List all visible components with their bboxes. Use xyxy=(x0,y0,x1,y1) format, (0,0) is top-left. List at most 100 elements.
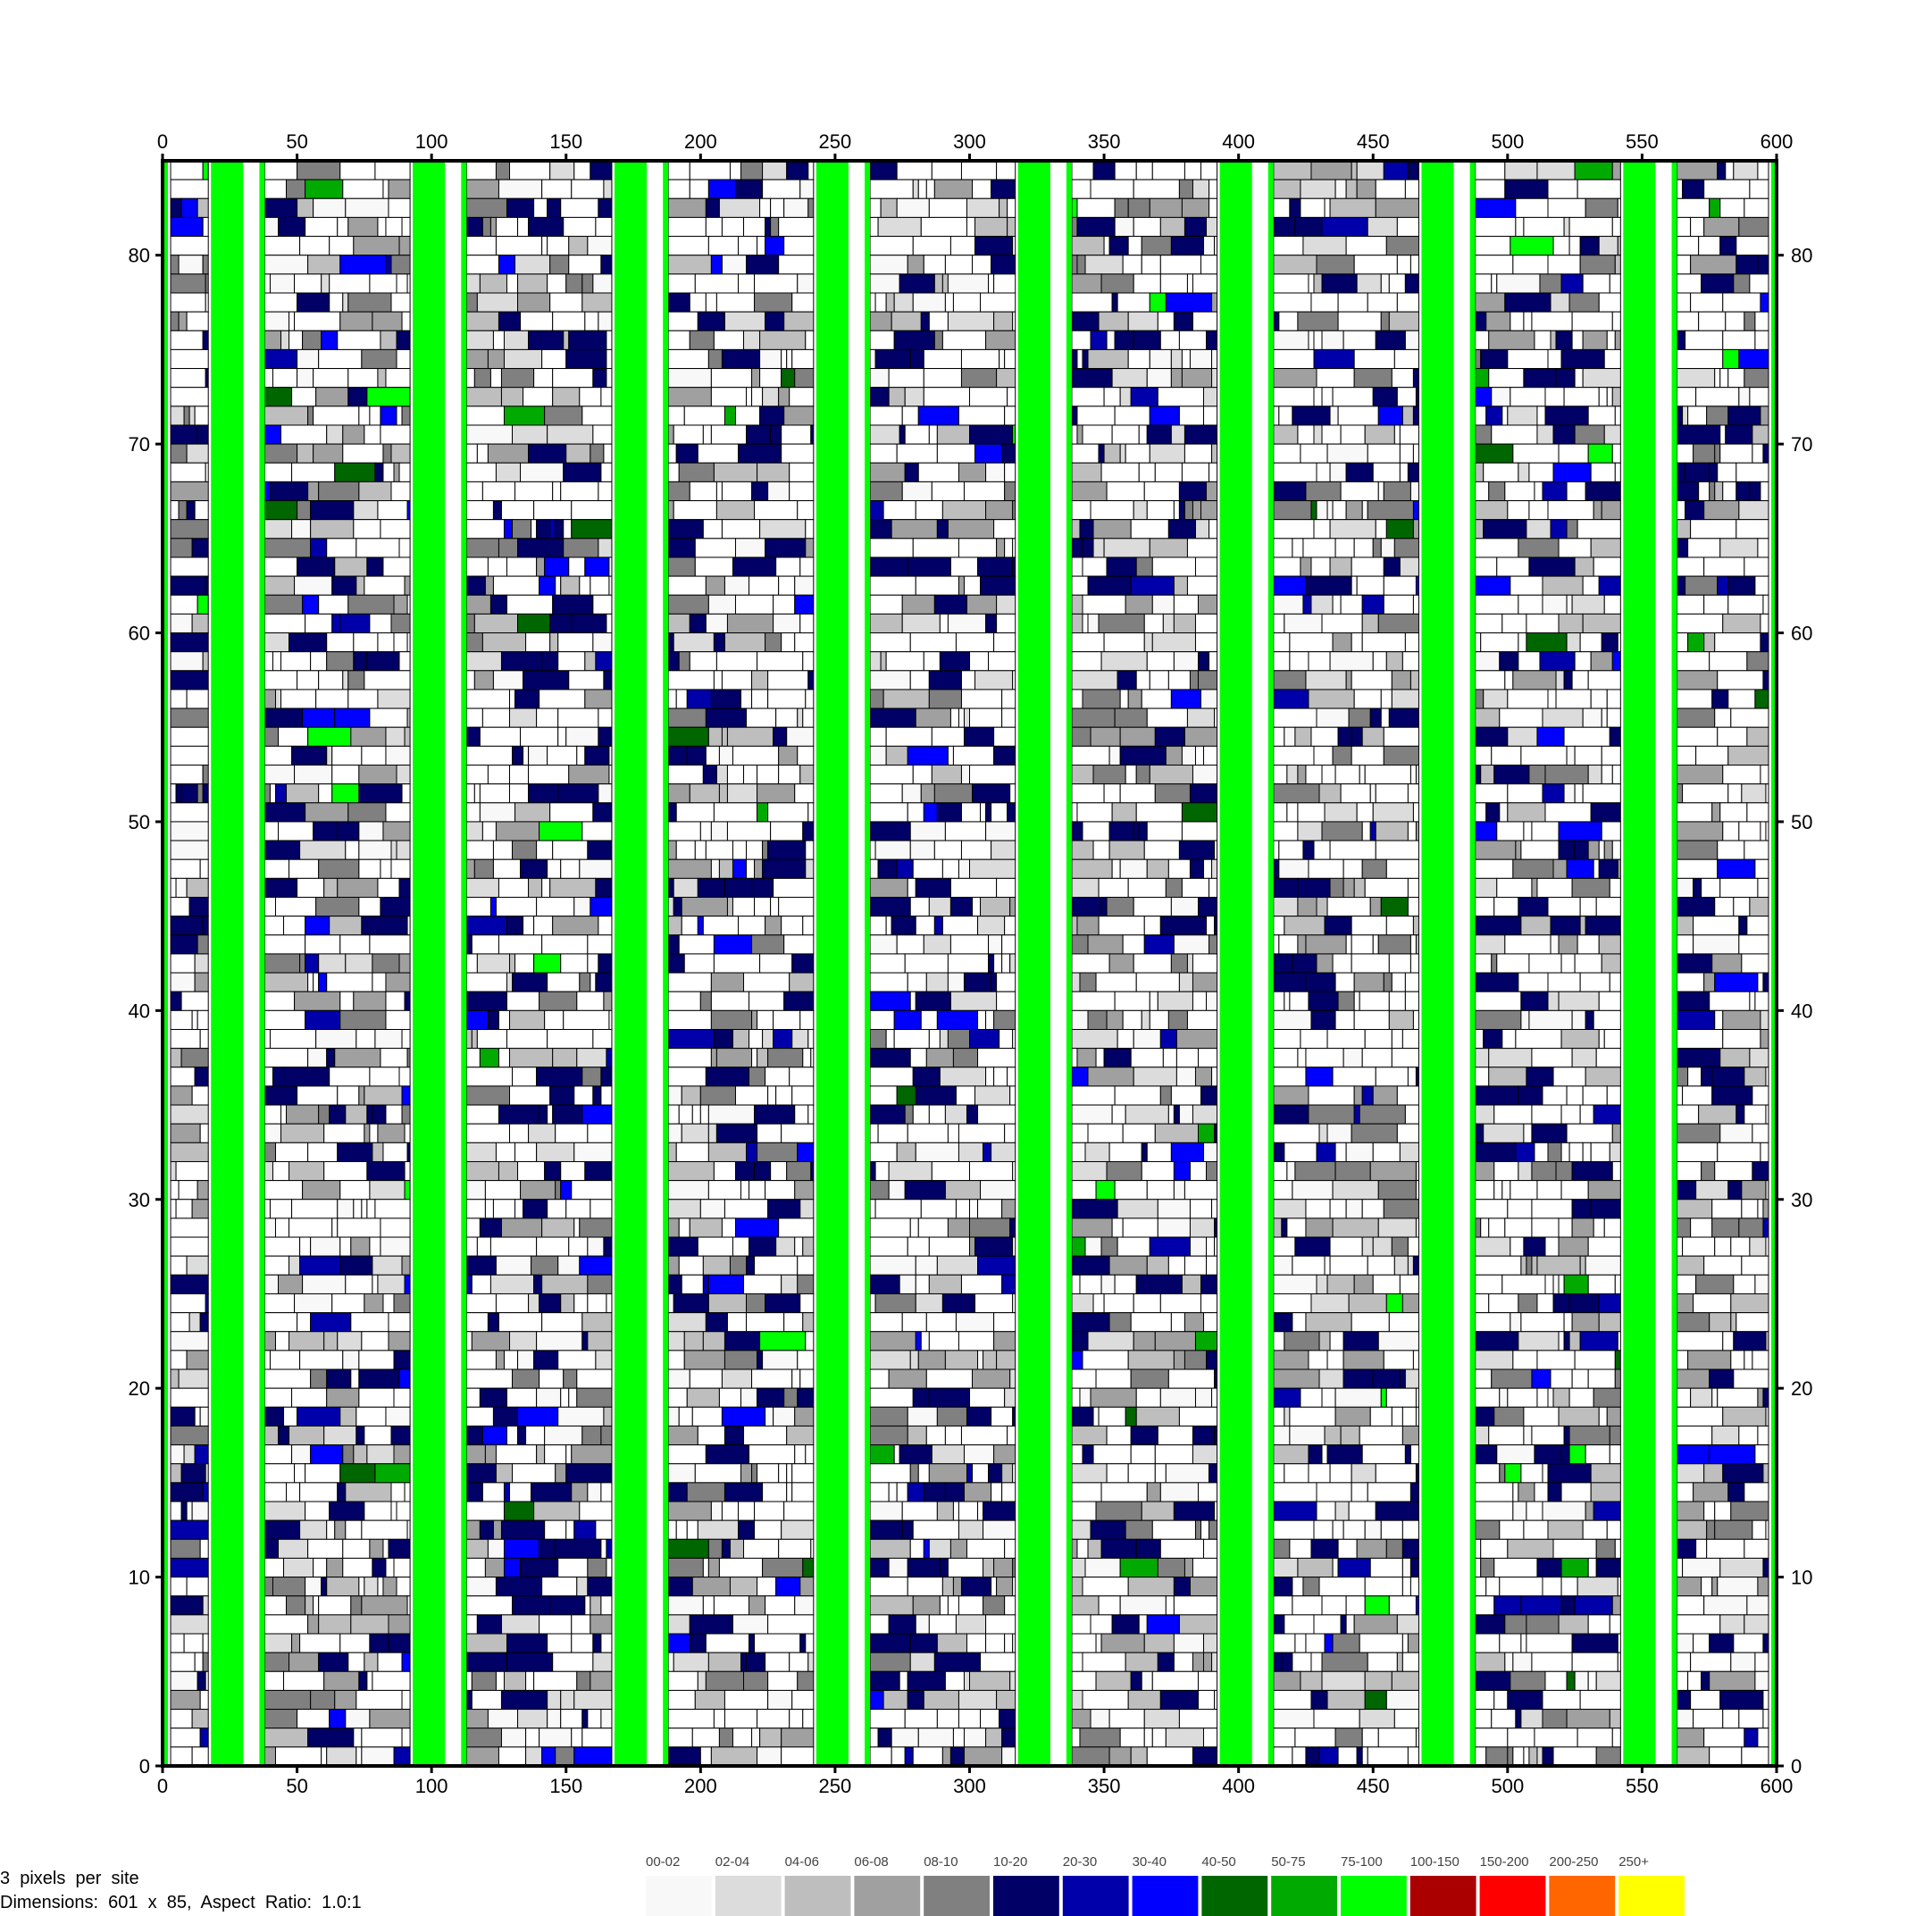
heatmap-cell xyxy=(560,575,581,596)
heatmap-cell xyxy=(1542,575,1584,596)
heatmap-cell xyxy=(1197,594,1218,615)
heatmap-cell xyxy=(749,1595,766,1616)
heatmap-cell xyxy=(909,1633,938,1653)
heatmap-cell xyxy=(939,1595,949,1616)
heatmap-cell xyxy=(465,651,502,672)
heatmap-cell xyxy=(1677,897,1716,917)
heatmap-cell xyxy=(283,916,306,936)
heatmap-cell xyxy=(1677,1728,1705,1748)
heatmap-cell xyxy=(723,1199,769,1219)
heatmap-cell xyxy=(1711,1425,1740,1446)
heatmap-cell xyxy=(1178,330,1208,350)
heatmap-cell xyxy=(1192,1557,1218,1578)
heatmap-cell xyxy=(1117,1028,1134,1050)
heatmap-cell xyxy=(1071,273,1102,294)
heatmap-cell xyxy=(917,179,927,199)
heatmap-cell xyxy=(366,651,400,672)
heatmap-cell xyxy=(869,991,911,1011)
heatmap-cell xyxy=(1375,1463,1417,1484)
heatmap-cell xyxy=(729,1577,758,1597)
heatmap-cell xyxy=(1367,1255,1395,1276)
heatmap-cell xyxy=(1711,1199,1743,1219)
heatmap-cell xyxy=(947,311,995,331)
heatmap-cell xyxy=(382,1538,389,1559)
heatmap-cell xyxy=(1475,1444,1498,1465)
heatmap-cell xyxy=(1149,765,1193,785)
heatmap-cell xyxy=(1544,1670,1568,1691)
heatmap-cell xyxy=(699,1085,736,1106)
heatmap-cell xyxy=(385,802,411,823)
heatmap-cell xyxy=(1727,783,1743,804)
heatmap-cell xyxy=(307,1728,355,1748)
heatmap-cell xyxy=(197,594,209,615)
heatmap-cell xyxy=(1515,1709,1522,1729)
heatmap-cell xyxy=(178,311,188,331)
green-thin-column xyxy=(461,161,467,1766)
heatmap-cell xyxy=(915,575,959,596)
heatmap-cell xyxy=(960,368,998,389)
x-tick-label-top: 350 xyxy=(1088,130,1121,153)
heatmap-cell xyxy=(686,1519,698,1540)
heatmap-cell xyxy=(1512,1501,1527,1521)
heatmap-cell xyxy=(170,1067,196,1087)
heatmap-cell xyxy=(263,745,293,766)
heatmap-cell xyxy=(465,179,499,199)
heatmap-cell xyxy=(1294,1633,1307,1653)
heatmap-cell xyxy=(1167,519,1196,540)
heatmap-cell xyxy=(1412,802,1419,823)
heatmap-cell xyxy=(1518,1160,1533,1182)
heatmap-cell xyxy=(339,311,373,331)
heatmap-cell xyxy=(576,991,605,1011)
heatmap-cell xyxy=(587,1274,613,1294)
heatmap-cell xyxy=(1677,424,1721,445)
heatmap-cell xyxy=(1534,1482,1549,1502)
heatmap-cell xyxy=(1701,273,1735,294)
heatmap-cell xyxy=(1698,236,1721,256)
heatmap-cell xyxy=(694,273,739,294)
heatmap-cell xyxy=(1762,1387,1769,1408)
heatmap-cell xyxy=(1480,1557,1495,1578)
heatmap-cell xyxy=(263,1028,271,1050)
heatmap-cell xyxy=(1603,424,1621,445)
heatmap-cell xyxy=(1485,1577,1501,1597)
heatmap-cell xyxy=(909,1463,919,1484)
heatmap-cell xyxy=(1695,1180,1729,1201)
heatmap-cell xyxy=(1316,1501,1336,1521)
heatmap-cell xyxy=(1079,1728,1121,1748)
heatmap-cell xyxy=(947,519,995,540)
heatmap-cell xyxy=(355,1406,387,1427)
heatmap-cell xyxy=(170,1387,209,1408)
heatmap-cell xyxy=(353,1444,368,1465)
heatmap-cell xyxy=(334,556,368,577)
heatmap-cell xyxy=(1388,1595,1417,1616)
heatmap-cell xyxy=(310,538,328,558)
heatmap-cell xyxy=(1071,1406,1094,1427)
heatmap-cell xyxy=(762,1557,804,1578)
heatmap-cell xyxy=(1175,1028,1218,1050)
heatmap-cell xyxy=(1125,1104,1169,1125)
heatmap-cell xyxy=(465,934,473,955)
heatmap-cell xyxy=(571,1614,591,1635)
heatmap-cell xyxy=(765,916,782,936)
heatmap-cell xyxy=(1141,255,1161,275)
x-tick-label-top: 600 xyxy=(1761,130,1794,153)
heatmap-cell xyxy=(1361,594,1384,615)
heatmap-cell xyxy=(1531,1255,1538,1276)
heatmap-cell xyxy=(269,481,309,502)
heatmap-cell xyxy=(915,1274,930,1294)
heatmap-cell xyxy=(465,670,475,690)
heatmap-cell xyxy=(1711,689,1729,709)
heatmap-cell xyxy=(691,1577,731,1597)
heatmap-cell xyxy=(1571,1633,1618,1653)
heatmap-cell xyxy=(1273,670,1307,690)
heatmap-cell xyxy=(541,1746,556,1767)
heatmap-cell xyxy=(1321,1444,1328,1465)
heatmap-cell xyxy=(1106,556,1137,577)
heatmap-cell xyxy=(1286,1160,1296,1182)
heatmap-cell xyxy=(1181,197,1210,218)
heatmap-cell xyxy=(791,1463,815,1484)
heatmap-cell xyxy=(726,765,745,785)
heatmap-cell xyxy=(465,424,514,445)
heatmap-cell xyxy=(1685,462,1710,482)
heatmap-cell xyxy=(781,916,804,936)
